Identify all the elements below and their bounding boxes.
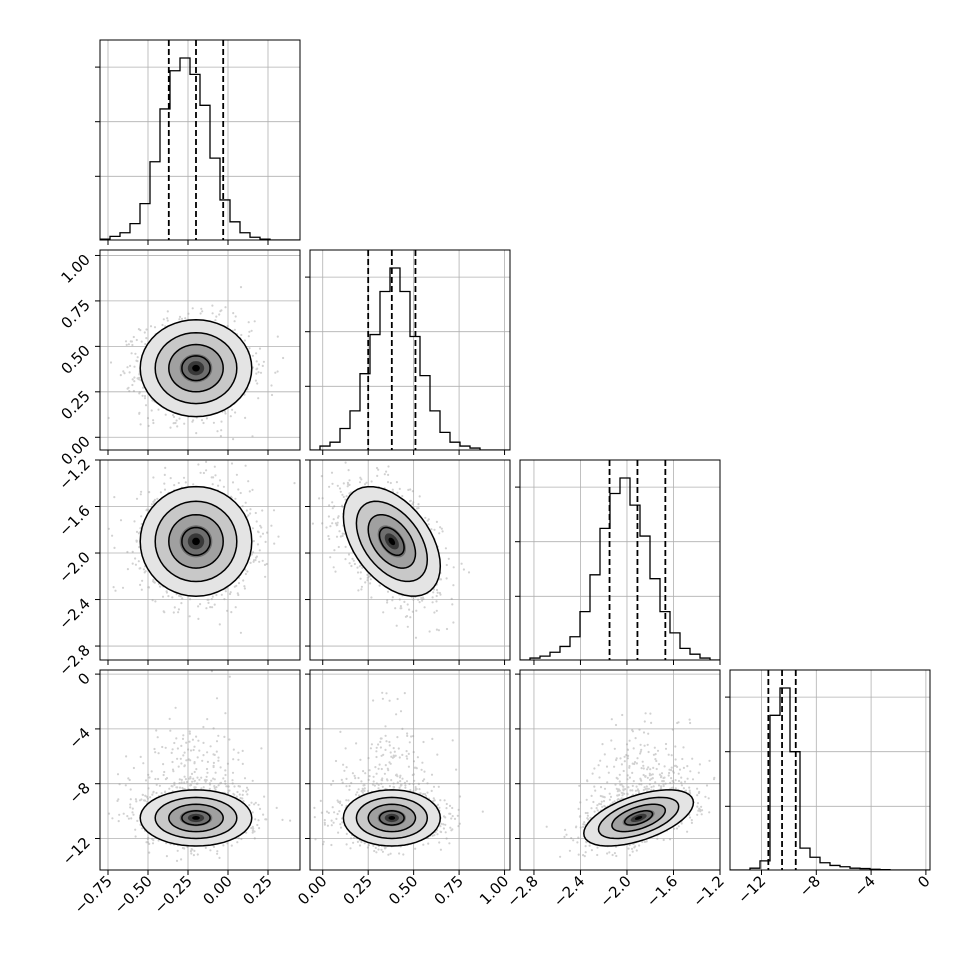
contour-line	[342, 485, 442, 597]
contour-line	[181, 810, 211, 826]
x-tick-label: 0.00	[199, 872, 235, 908]
density-fill	[634, 816, 643, 820]
pair-panel-1: −2.8−2.4−2.0−1.6−1.2	[55, 455, 301, 680]
panel-frame	[99, 669, 301, 871]
contour-line	[355, 500, 429, 583]
density-fill	[388, 816, 396, 820]
density-fill	[192, 816, 200, 820]
y-tick-label: 0.25	[57, 387, 93, 423]
contour-line	[378, 810, 405, 826]
x-tick-label: −0.50	[111, 872, 156, 917]
y-tick-label: 0	[74, 669, 93, 688]
contour-line	[367, 803, 417, 833]
x-tick-label: 0.00	[294, 872, 330, 908]
y-tick-label: 0.75	[57, 296, 93, 332]
panel-content	[100, 460, 300, 660]
panel-frame	[309, 249, 511, 451]
x-tick-label: −1.2	[689, 872, 727, 910]
contour-line	[168, 343, 224, 393]
contour-line	[181, 355, 211, 382]
x-tick-label: −0.75	[71, 872, 116, 917]
contour-line	[139, 485, 253, 597]
y-tick-label: −2.8	[55, 641, 93, 679]
x-tick-label: 0.25	[340, 872, 376, 908]
hist-panel-0	[95, 39, 301, 245]
contour-line	[355, 796, 429, 840]
panel-frame	[519, 669, 721, 871]
contour-line	[378, 526, 405, 557]
contour-line	[611, 803, 667, 833]
y-tick-label: −2.0	[55, 548, 93, 586]
pair-panel-3: −0.75−0.50−0.25 0.00 0.25 −12 −8 −4 0	[59, 669, 301, 917]
pair-panel-0: 0.000.250.500.751.00	[57, 249, 301, 469]
panel-frame	[309, 459, 511, 661]
panel-content	[100, 40, 300, 240]
contour-line	[181, 526, 211, 557]
density-fill	[192, 364, 200, 372]
y-tick-label: 1.00	[57, 251, 93, 287]
panel-content	[520, 670, 720, 870]
x-tick-label: −2.4	[550, 872, 588, 910]
pair-panel-5: −2.8 −2.4 −2.0 −1.6 −1.2	[503, 669, 728, 911]
y-tick-label: 0.50	[57, 341, 93, 377]
panel-frame	[729, 669, 931, 871]
panel-content	[310, 250, 510, 450]
x-tick-label: 1.00	[476, 872, 512, 908]
x-tick-label: −2.8	[503, 872, 541, 910]
y-tick-label: −12	[59, 834, 94, 869]
x-tick-label: 0.75	[431, 872, 467, 908]
x-tick-label: −0.25	[151, 872, 196, 917]
contour-line	[154, 331, 238, 405]
x-tick-label: 0.25	[239, 872, 275, 908]
hist-panel-3: −12 −8 −4 0	[725, 669, 934, 907]
panel-frame	[309, 669, 511, 871]
histogram-step	[520, 477, 720, 660]
contour-line	[583, 789, 695, 847]
contour-line	[154, 500, 238, 583]
x-tick-label: −2.0	[596, 872, 634, 910]
contour-line	[168, 803, 224, 833]
hist-panel-2	[515, 459, 721, 665]
panel-content	[730, 670, 930, 870]
density-fill	[192, 537, 200, 546]
panel-frame	[99, 459, 301, 661]
density-fill	[388, 537, 396, 546]
x-tick-label: 0	[914, 872, 933, 891]
panel-content	[310, 670, 510, 870]
histogram-step	[310, 267, 510, 450]
panel-content	[310, 460, 510, 660]
y-tick-label: −8	[65, 779, 93, 807]
panel-frame	[519, 459, 721, 661]
contour-line	[139, 789, 253, 847]
y-tick-label: −1.6	[55, 502, 93, 540]
contour-line	[168, 513, 224, 569]
contour-line	[139, 318, 253, 418]
panel-content	[100, 670, 300, 870]
hist-panel-1	[305, 249, 511, 455]
histogram-step	[100, 57, 300, 240]
pair-panel-2	[305, 459, 511, 665]
panel-content	[520, 460, 720, 660]
panel-frame	[99, 249, 301, 451]
y-tick-label: −2.4	[55, 595, 93, 633]
x-tick-label: −8	[796, 872, 824, 900]
contour-line	[342, 789, 442, 847]
contour-line	[367, 513, 417, 569]
y-tick-label: −4	[65, 724, 93, 752]
panel-frame	[99, 39, 301, 241]
x-tick-label: 0.50	[385, 872, 421, 908]
pair-panel-4: 0.00 0.25 0.50 0.75 1.00	[294, 669, 512, 908]
contour-line	[154, 796, 238, 840]
x-tick-label: −1.6	[643, 872, 681, 910]
histogram-step	[730, 687, 930, 870]
contour-line	[623, 810, 654, 826]
contour-line	[597, 796, 680, 840]
panel-content	[100, 250, 300, 450]
x-tick-label: −12	[734, 872, 769, 907]
x-tick-label: −4	[851, 872, 879, 900]
